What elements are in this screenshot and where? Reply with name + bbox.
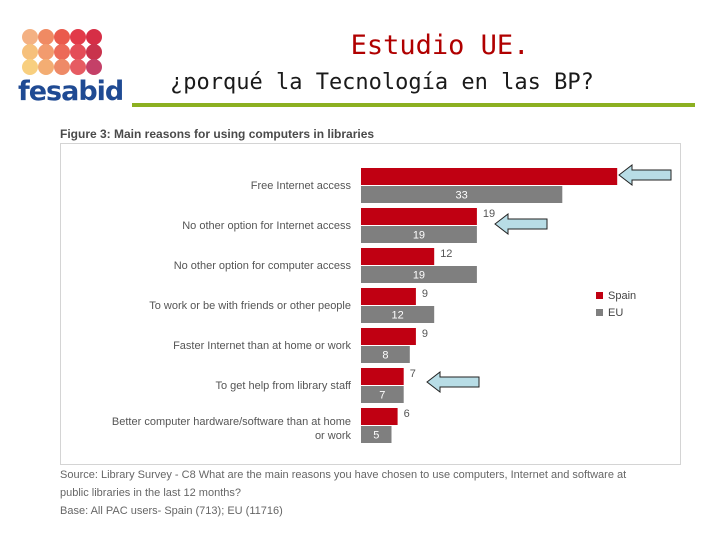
- highlight-arrow-icon: [494, 213, 548, 235]
- bar-eu: [361, 346, 410, 363]
- bar-spain: [361, 288, 416, 305]
- value-label-spain: 19: [483, 208, 495, 220]
- category-label: Free Internet access: [250, 180, 351, 192]
- highlight-arrow-icon: [618, 164, 672, 186]
- category-label: No other option for computer access: [173, 260, 351, 272]
- bar-spain: [361, 328, 416, 345]
- figure-title: Figure 3: Main reasons for using compute…: [60, 127, 375, 141]
- bar-spain: [361, 168, 618, 185]
- value-label-eu: 5: [373, 430, 379, 442]
- slide-title: Estudio UE.: [350, 30, 530, 61]
- chart-legend: Spain EU: [596, 287, 636, 321]
- legend-label-eu: EU: [608, 306, 624, 319]
- bar-eu: [361, 266, 477, 283]
- source-note-cont: public libraries in the last 12 months?: [60, 487, 241, 499]
- bar-eu: [361, 386, 404, 403]
- slide-subtitle: ¿porqué la Tecnología en las BP?: [170, 70, 594, 95]
- value-label-eu: 7: [379, 390, 385, 402]
- bar-eu: [361, 226, 477, 243]
- value-label-eu: 12: [391, 310, 403, 322]
- bar-eu: [361, 306, 435, 323]
- source-note: Source: Library Survey - C8 What are the…: [60, 469, 627, 481]
- category-label: Faster Internet than at home or work: [173, 340, 351, 352]
- fesabid-logo: [22, 29, 102, 75]
- category-label: To get help from library staff: [215, 380, 351, 392]
- logo-wordmark: fesabid: [18, 76, 124, 107]
- value-label-spain: 9: [422, 288, 428, 300]
- bar-spain: [361, 408, 398, 425]
- category-label: To work or be with friends or other peop…: [149, 300, 351, 312]
- legend-swatch-spain: [596, 292, 603, 299]
- bar-chart: 423319191219912987765: [361, 168, 635, 443]
- value-label-spain: 12: [440, 248, 452, 260]
- value-label-eu: 8: [382, 350, 388, 362]
- bar-eu: [361, 186, 563, 203]
- base-note: Base: All PAC users- Spain (713); EU (11…: [60, 505, 283, 517]
- legend-swatch-eu: [596, 309, 603, 316]
- value-label-eu: 33: [456, 190, 468, 202]
- highlight-arrow-icon: [426, 371, 480, 393]
- value-label-spain: 9: [422, 328, 428, 340]
- bar-spain: [361, 208, 477, 225]
- value-label-eu: 19: [413, 230, 425, 242]
- chart-area: 423319191219912987765 Free Internet acce…: [60, 143, 681, 465]
- category-label: No other option for Internet access: [182, 220, 351, 232]
- logo-dots: [22, 29, 102, 75]
- value-label-eu: 19: [413, 270, 425, 282]
- bar-eu: [361, 426, 392, 443]
- legend-item-eu: EU: [596, 304, 636, 321]
- legend-label-spain: Spain: [608, 289, 637, 302]
- bar-spain: [361, 368, 404, 385]
- title-rule: [132, 103, 695, 107]
- category-label: Better computer hardware/software than a…: [111, 416, 351, 442]
- value-label-spain: 7: [410, 368, 416, 380]
- legend-item-spain: Spain: [596, 287, 636, 304]
- value-label-spain: 6: [404, 408, 410, 420]
- bar-spain: [361, 248, 435, 265]
